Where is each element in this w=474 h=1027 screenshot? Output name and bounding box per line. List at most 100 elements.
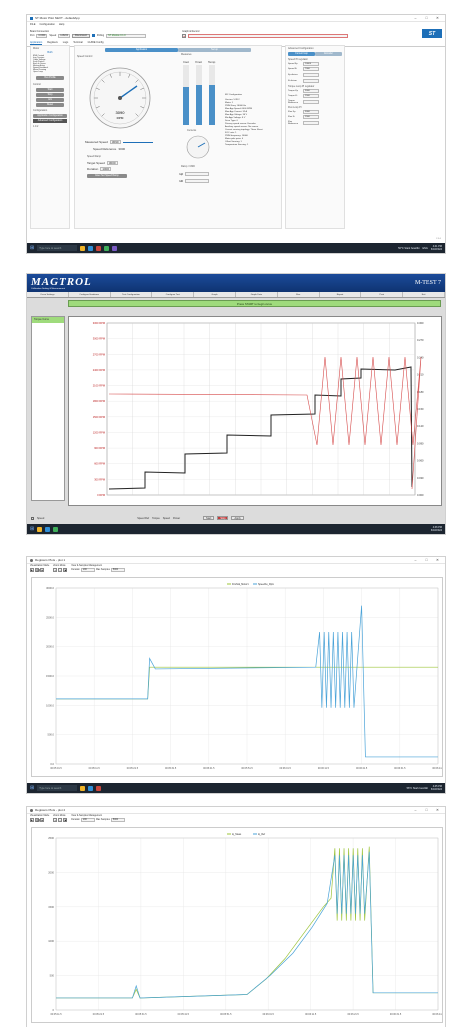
tab-setup-mode[interactable]: Set up bbox=[178, 48, 251, 52]
tab-application-mode[interactable]: Application bbox=[105, 48, 178, 52]
taskbar-app-icon[interactable] bbox=[80, 785, 86, 791]
torque-kp-input[interactable]: 3000 bbox=[303, 89, 319, 93]
duration-input[interactable]: 200 bbox=[80, 568, 95, 572]
play-icon[interactable]: ▶ bbox=[30, 818, 34, 822]
ack-button[interactable]: Ack bbox=[36, 98, 64, 102]
tray-clock[interactable]: 4:41 PM 6/18/2024 bbox=[431, 245, 442, 251]
tab-current-loop[interactable]: Current loop bbox=[288, 52, 315, 56]
menu-help[interactable]: Help bbox=[58, 23, 65, 26]
stop-icon[interactable]: ■ bbox=[40, 818, 44, 822]
speed-slider[interactable] bbox=[122, 141, 153, 143]
taskbar-app-icon[interactable] bbox=[88, 785, 94, 791]
close-icon[interactable]: ✕ bbox=[436, 808, 439, 812]
tab-report[interactable]: Report bbox=[320, 292, 362, 297]
tab-configure-hardware[interactable]: Configure Hardware bbox=[69, 292, 111, 297]
minimize-icon[interactable]: – bbox=[414, 16, 417, 20]
minimize-icon[interactable]: – bbox=[414, 558, 417, 562]
tab-test-configuration[interactable]: Test Configuration bbox=[111, 292, 153, 297]
id-ref-input[interactable] bbox=[185, 179, 210, 183]
minimize-icon[interactable]: – bbox=[414, 808, 417, 812]
pause-icon[interactable]: ❚❚ bbox=[35, 568, 41, 572]
start-button[interactable]: Start bbox=[36, 88, 64, 92]
flux-kp-input[interactable]: 3000 bbox=[303, 110, 319, 114]
taskbar-app-icon[interactable] bbox=[53, 526, 59, 532]
zoom-fit-icon[interactable]: ▣ bbox=[63, 818, 68, 822]
iq-ref-input[interactable] bbox=[185, 172, 210, 176]
maximize-icon[interactable]: □ bbox=[425, 16, 428, 20]
taskbar-app-icon[interactable] bbox=[45, 526, 51, 532]
check-speed-ref[interactable]: Speed Ref bbox=[137, 516, 150, 520]
motor-select[interactable]: Both bbox=[47, 51, 53, 54]
apply-button[interactable]: Apply bbox=[231, 516, 244, 520]
stop-icon[interactable]: ■ bbox=[40, 568, 44, 572]
polling-checkbox[interactable] bbox=[91, 34, 95, 37]
windows-start-icon[interactable]: ⊞ bbox=[30, 785, 35, 791]
windows-start-icon[interactable]: ⊞ bbox=[30, 526, 35, 532]
menu-file[interactable]: FILE bbox=[30, 23, 36, 26]
menu-configuration[interactable]: Configuration bbox=[39, 23, 55, 26]
zoom-out-icon[interactable]: − bbox=[58, 818, 63, 822]
close-icon[interactable]: ✕ bbox=[436, 558, 439, 562]
taskbar-app-icon[interactable] bbox=[104, 245, 110, 251]
reset-button[interactable]: Reset bbox=[36, 103, 64, 107]
taskbar-app-icon[interactable] bbox=[88, 245, 94, 251]
tab-graph[interactable]: Graph bbox=[194, 292, 236, 297]
stop-button[interactable]: Stop bbox=[36, 93, 64, 97]
record-path-field[interactable] bbox=[188, 33, 349, 38]
taskbar-search[interactable]: Type here to search bbox=[37, 245, 78, 251]
tab-application[interactable]: Application bbox=[30, 41, 43, 45]
duration-input[interactable]: 200 bbox=[80, 818, 95, 822]
zoom-out-icon[interactable]: − bbox=[58, 568, 63, 572]
mtest-stop-button[interactable]: Stop bbox=[217, 516, 229, 520]
tab-graph-data[interactable]: Graph Data bbox=[236, 292, 278, 297]
flux-ref-input[interactable] bbox=[303, 121, 319, 125]
target-speed-input[interactable]: 3000 bbox=[106, 161, 118, 165]
tab-encoder[interactable]: Encoder bbox=[315, 52, 342, 56]
ki-divisor-select[interactable] bbox=[303, 79, 319, 83]
port-select[interactable]: COM9 bbox=[36, 33, 48, 38]
zoom-in-icon[interactable]: + bbox=[53, 568, 58, 572]
taskbar-app-icon[interactable] bbox=[80, 245, 86, 251]
taskbar-search[interactable]: Type here to search bbox=[37, 785, 78, 791]
speed-ki-input[interactable]: 7000 bbox=[303, 67, 319, 71]
torque-ref-input[interactable] bbox=[303, 100, 319, 104]
maximize-icon[interactable]: □ bbox=[425, 808, 428, 812]
taskbar-app-icon[interactable] bbox=[112, 245, 118, 251]
taskbar-app-icon[interactable] bbox=[96, 785, 102, 791]
windows-start-icon[interactable]: ⊞ bbox=[30, 245, 35, 251]
check-power[interactable]: Power bbox=[172, 516, 181, 520]
mtest-start-button[interactable]: Start bbox=[203, 516, 215, 520]
maximize-icon[interactable]: □ bbox=[425, 558, 428, 562]
tab-registers[interactable]: Registers bbox=[47, 41, 58, 44]
tray-clock[interactable]: 4:45 PM 6/18/2024 bbox=[431, 785, 442, 791]
flux-ki-input[interactable]: 1500 bbox=[303, 115, 319, 119]
pause-icon[interactable]: ❚❚ bbox=[35, 818, 41, 822]
language-indicator[interactable]: ENG bbox=[422, 246, 428, 250]
zoom-in-icon[interactable]: + bbox=[53, 818, 58, 822]
tab-curve-settings[interactable]: Curve Settings bbox=[27, 292, 69, 297]
tab-exit[interactable]: Exit bbox=[403, 292, 445, 297]
close-icon[interactable]: ✕ bbox=[436, 16, 439, 20]
speed-checkbox[interactable] bbox=[31, 516, 34, 520]
disconnect-button[interactable]: Disconnect bbox=[72, 33, 90, 38]
tab-logs[interactable]: Logs bbox=[62, 41, 69, 44]
tab-configure-test[interactable]: Configure Test bbox=[152, 292, 195, 297]
check-torque[interactable]: Torque bbox=[152, 516, 160, 520]
tray-clock[interactable]: 4:46 PM 6/18/2024 bbox=[431, 526, 442, 532]
speed-select[interactable]: 115200 bbox=[58, 33, 71, 38]
max-samples-input[interactable]: 5000 bbox=[110, 568, 125, 572]
speed-kp-input[interactable]: 10000 bbox=[303, 62, 319, 66]
app-config-button[interactable]: Application Configuration bbox=[33, 114, 67, 118]
tab-run[interactable]: Run bbox=[278, 292, 320, 297]
tab-guide-config[interactable]: GUIDE Config bbox=[87, 41, 104, 44]
tab-terminal[interactable]: Terminal bbox=[73, 41, 83, 44]
check-speed[interactable]: Speed bbox=[162, 516, 170, 520]
exec-ramp-button[interactable]: Exec Set Speed Ramp bbox=[87, 174, 127, 178]
taskbar-app-icon[interactable] bbox=[96, 245, 102, 251]
duration-input[interactable]: 1000 bbox=[100, 167, 112, 171]
run-profile-button[interactable]: Run Profile bbox=[36, 76, 64, 80]
record-icon[interactable]: ● bbox=[182, 33, 187, 38]
tab-print[interactable]: Print bbox=[361, 292, 404, 297]
max-samples-input[interactable]: 5000 bbox=[110, 818, 125, 822]
taskbar-app-icon[interactable] bbox=[37, 526, 43, 532]
